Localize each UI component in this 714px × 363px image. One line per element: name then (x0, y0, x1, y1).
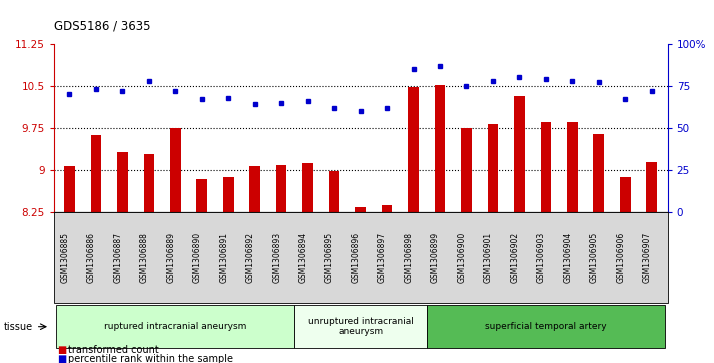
Text: percentile rank within the sample: percentile rank within the sample (68, 354, 233, 363)
Bar (514, 96, 525, 212)
Text: GSM1306907: GSM1306907 (643, 232, 652, 284)
Text: GDS5186 / 3635: GDS5186 / 3635 (54, 20, 150, 33)
Bar (223, 178, 233, 212)
Bar (356, 207, 366, 212)
Text: GSM1306897: GSM1306897 (378, 232, 387, 283)
Bar (593, 134, 604, 212)
Bar (249, 166, 260, 212)
Bar (329, 171, 339, 212)
Text: GSM1306898: GSM1306898 (405, 232, 413, 283)
Text: GSM1306900: GSM1306900 (458, 232, 466, 284)
Bar (435, 85, 446, 212)
Text: GSM1306899: GSM1306899 (431, 232, 440, 283)
Text: GSM1306906: GSM1306906 (616, 232, 625, 284)
Text: ruptured intracranial aneurysm: ruptured intracranial aneurysm (104, 322, 246, 331)
Bar (382, 205, 392, 212)
Bar (64, 166, 75, 212)
Bar (646, 162, 657, 212)
Text: GSM1306895: GSM1306895 (325, 232, 334, 283)
Text: ■: ■ (57, 345, 66, 355)
Text: GSM1306886: GSM1306886 (87, 232, 96, 283)
Text: GSM1306887: GSM1306887 (114, 232, 122, 283)
Text: GSM1306904: GSM1306904 (563, 232, 573, 284)
Text: superficial temporal artery: superficial temporal artery (485, 322, 607, 331)
Text: tissue: tissue (4, 322, 33, 332)
Text: GSM1306901: GSM1306901 (484, 232, 493, 283)
Bar (620, 177, 630, 212)
Text: GSM1306903: GSM1306903 (537, 232, 545, 284)
Text: GSM1306888: GSM1306888 (140, 232, 149, 283)
Bar (276, 164, 286, 212)
Text: GSM1306885: GSM1306885 (61, 232, 69, 283)
Bar (144, 154, 154, 212)
Text: unruptured intracranial
aneurysm: unruptured intracranial aneurysm (308, 317, 413, 337)
Bar (488, 124, 498, 212)
Text: GSM1306894: GSM1306894 (298, 232, 308, 283)
Text: GSM1306893: GSM1306893 (272, 232, 281, 283)
Text: GSM1306889: GSM1306889 (166, 232, 176, 283)
Text: GSM1306890: GSM1306890 (193, 232, 202, 283)
Bar (461, 128, 472, 212)
Bar (302, 163, 313, 212)
Bar (196, 179, 207, 212)
Bar (540, 122, 551, 212)
Text: GSM1306896: GSM1306896 (351, 232, 361, 283)
Bar (408, 87, 419, 212)
Text: ■: ■ (57, 354, 66, 363)
Text: GSM1306892: GSM1306892 (246, 232, 255, 283)
Text: GSM1306902: GSM1306902 (511, 232, 519, 283)
Bar (567, 122, 578, 212)
Text: GSM1306905: GSM1306905 (590, 232, 599, 284)
Bar (170, 128, 181, 212)
Text: GSM1306891: GSM1306891 (219, 232, 228, 283)
Bar (91, 135, 101, 212)
Bar (117, 152, 128, 212)
Text: transformed count: transformed count (68, 345, 159, 355)
